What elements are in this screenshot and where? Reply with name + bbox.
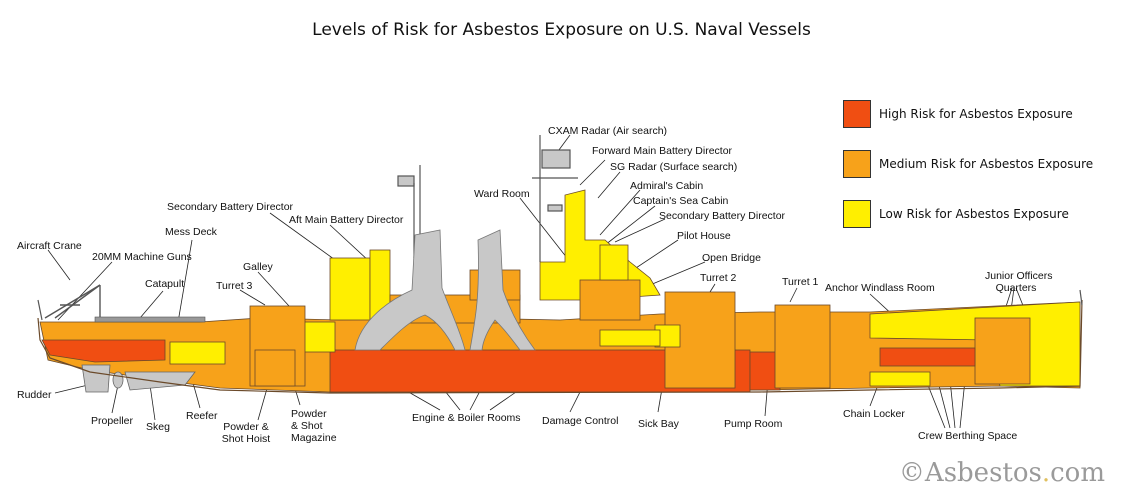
zone-low-damage	[599, 329, 661, 347]
label-powder-magazine-line3: Magazine	[291, 432, 337, 444]
label-galley: Galley	[243, 261, 273, 273]
credit-tld: com	[1050, 458, 1105, 488]
label-powder-shot-magazine: Powder & Shot Magazine	[291, 408, 337, 444]
credit-dot: .	[1041, 458, 1051, 488]
zone-low-fwd-director	[599, 244, 629, 281]
legend-label-medium: Medium Risk for Asbestos Exposure	[879, 157, 1094, 171]
label-20mm-machine-guns: 20MM Machine Guns	[92, 251, 192, 263]
label-secondary-battery-director-aft: Secondary Battery Director	[167, 201, 294, 213]
label-turret-3: Turret 3	[216, 280, 253, 292]
label-crew-berthing-space: Crew Berthing Space	[918, 430, 1018, 442]
label-forward-main-battery-director: Forward Main Battery Director	[592, 145, 733, 157]
label-chain-locker: Chain Locker	[843, 408, 905, 420]
label-anchor-windlass-room: Anchor Windlass Room	[825, 282, 935, 294]
label-sg-radar: SG Radar (Surface search)	[610, 161, 738, 173]
zone-low-aft-director	[329, 257, 371, 321]
copyright-symbol: ©	[898, 458, 925, 488]
zone-low-chain	[869, 371, 931, 387]
label-damage-control: Damage Control	[542, 415, 619, 427]
label-open-bridge: Open Bridge	[702, 252, 761, 264]
label-turret-2: Turret 2	[700, 272, 737, 284]
zone-low-aft	[169, 341, 226, 365]
label-captains-sea-cabin: Captain's Sea Cabin	[633, 195, 729, 207]
label-turret-1: Turret 1	[782, 276, 819, 288]
label-pilot-house: Pilot House	[677, 230, 731, 242]
label-powder-magazine-line1: Powder	[291, 408, 327, 420]
label-aft-main-battery-director: Aft Main Battery Director	[289, 214, 404, 226]
zone-high-forward	[879, 347, 976, 367]
zone-medium-wardroom	[579, 279, 641, 321]
aircraft-crane	[44, 284, 101, 319]
masts	[397, 135, 578, 262]
credit-name: Asbestos	[924, 458, 1042, 488]
label-propeller: Propeller	[91, 415, 134, 427]
turret-3-magazine	[254, 349, 296, 387]
diagram-title: Levels of Risk for Asbestos Exposure on …	[312, 20, 811, 40]
label-powder-shot-hoist: Powder & Shot Hoist	[220, 421, 272, 445]
legend-label-low: Low Risk for Asbestos Exposure	[879, 207, 1069, 221]
hull-outline	[37, 299, 1083, 394]
legend-swatch-high	[843, 100, 871, 128]
label-junior-officers-line2: Quarters	[995, 282, 1037, 294]
label-ward-room: Ward Room	[474, 188, 530, 200]
legend-swatch-low	[843, 200, 871, 228]
label-sick-bay: Sick Bay	[638, 418, 679, 430]
label-junior-officers-line1: Junior Officers	[985, 270, 1053, 282]
legend-label-high: High Risk for Asbestos Exposure	[879, 107, 1073, 121]
label-admirals-cabin: Admiral's Cabin	[630, 180, 704, 192]
label-powder-shot-hoist-line2: Shot Hoist	[221, 433, 271, 445]
site-credit: ©Asbestos.com	[899, 458, 1105, 488]
label-skeg: Skeg	[146, 421, 170, 433]
label-secondary-battery-director-fwd: Secondary Battery Director	[659, 210, 786, 222]
label-junior-officers-quarters: Junior Officers Quarters	[985, 270, 1053, 294]
label-catapult: Catapult	[145, 278, 185, 290]
label-rudder: Rudder	[17, 389, 52, 401]
funnels	[354, 229, 536, 351]
zone-medium-forward-box	[974, 317, 1031, 385]
label-aircraft-crane: Aircraft Crane	[17, 240, 82, 252]
legend-swatch-medium	[843, 150, 871, 178]
turret-1	[774, 304, 831, 389]
label-pump-room: Pump Room	[724, 418, 783, 430]
label-engine-boiler-rooms: Engine & Boiler Rooms	[412, 412, 521, 424]
label-reefer: Reefer	[186, 410, 218, 422]
label-mess-deck: Mess Deck	[165, 226, 217, 238]
catapult	[94, 316, 206, 323]
label-powder-shot-hoist-line1: Powder &	[223, 421, 269, 433]
risk-zones	[39, 189, 1081, 393]
zone-high-aft	[41, 339, 166, 363]
label-powder-magazine-line2: & Shot	[291, 420, 323, 432]
label-cxam-radar: CXAM Radar (Air search)	[548, 125, 668, 137]
